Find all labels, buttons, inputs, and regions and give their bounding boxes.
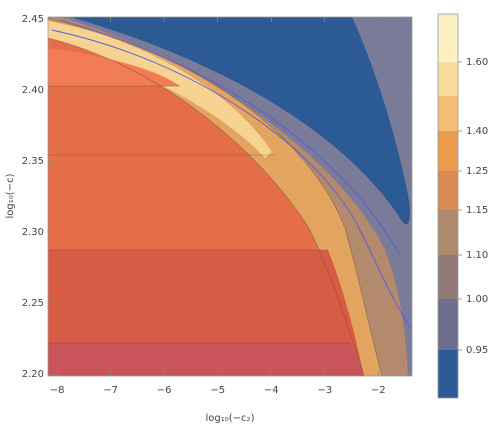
region bbox=[70, 17, 410, 225]
colorbar-band bbox=[438, 299, 458, 350]
colorbar-tick-label: 1.15 bbox=[466, 205, 488, 216]
contour-line bbox=[59, 19, 401, 256]
x-tick-label: −8 bbox=[50, 385, 65, 396]
y-tick-label: 2.25 bbox=[22, 298, 44, 309]
y-tick-label: 2.20 bbox=[22, 369, 44, 380]
colorbar-tick-label: 1.25 bbox=[466, 166, 488, 177]
colorbar-band bbox=[438, 96, 458, 131]
x-tick-label: −4 bbox=[264, 385, 279, 396]
contour-line bbox=[51, 29, 412, 331]
colorbar-tick-label: 1.40 bbox=[466, 126, 488, 137]
colorbar-frame bbox=[437, 13, 459, 399]
y-axis-label: log₁₀(−c) bbox=[5, 173, 16, 218]
contour-line bbox=[48, 37, 365, 376]
contour-regions bbox=[48, 17, 412, 376]
colorbar-band bbox=[438, 171, 458, 210]
x-tick-label: −2 bbox=[371, 385, 386, 396]
y-tick-label: 2.40 bbox=[22, 85, 44, 96]
colorbar-band bbox=[438, 131, 458, 171]
colorbar-tick-label: 0.95 bbox=[466, 345, 488, 356]
colorbar-tick-label: 1.10 bbox=[466, 250, 488, 261]
colorbar-band bbox=[438, 255, 458, 299]
colorbar-band bbox=[438, 350, 458, 398]
x-tick-label: −6 bbox=[157, 385, 172, 396]
contour-line bbox=[48, 85, 350, 344]
y-tick-label: 2.45 bbox=[22, 14, 44, 25]
axes: −8 −7 −6 −5 −4 −3 −2 2.20 2.25 2.30 2.35 2.40 2.45 bbox=[22, 14, 412, 396]
y-tick-label: 2.35 bbox=[22, 156, 44, 167]
x-tick-label: −7 bbox=[103, 385, 118, 396]
x-axis-label: log₁₀(−c₂) bbox=[206, 413, 255, 424]
x-tick-label: −3 bbox=[317, 385, 332, 396]
region bbox=[48, 21, 272, 158]
colorbar: 1.60 1.40 1.25 1.15 1.10 1.00 0.95 bbox=[437, 13, 488, 399]
colorbar-band bbox=[438, 62, 458, 96]
colorbar-tick-label: 1.00 bbox=[466, 294, 488, 305]
colorbar-band bbox=[438, 14, 458, 62]
x-tick-label: −5 bbox=[210, 385, 225, 396]
plot-frame bbox=[47, 16, 413, 377]
colorbar-tick-label: 1.60 bbox=[466, 57, 488, 68]
region bbox=[48, 48, 180, 86]
colorbar-band bbox=[438, 210, 458, 255]
region bbox=[48, 343, 364, 376]
y-tick-label: 2.30 bbox=[22, 227, 44, 238]
